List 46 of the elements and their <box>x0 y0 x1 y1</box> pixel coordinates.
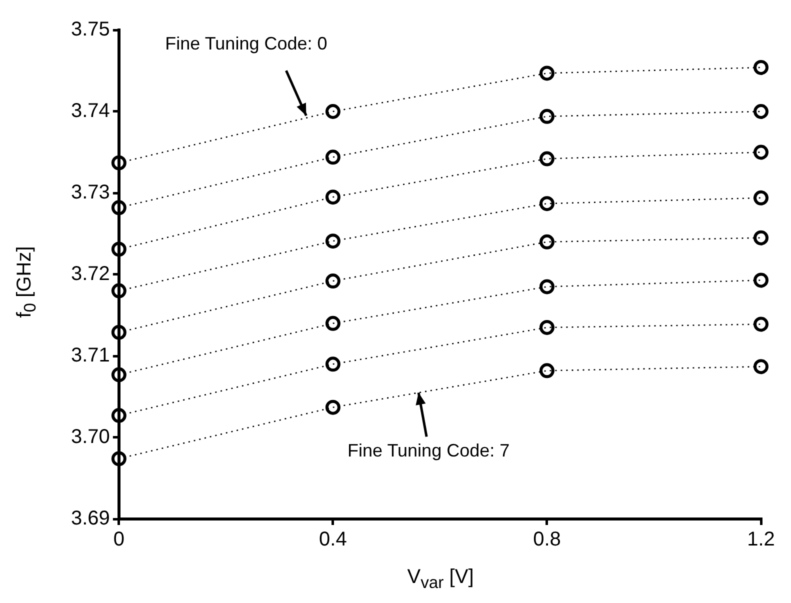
point <box>539 279 554 294</box>
point <box>539 66 554 81</box>
x-tick-label: 0.8 <box>533 528 561 551</box>
point <box>754 60 768 75</box>
point <box>754 144 768 160</box>
annotation: Fine Tuning Code: 0 <box>165 34 328 54</box>
point <box>111 155 126 170</box>
point <box>325 316 340 331</box>
point <box>539 151 554 166</box>
point <box>111 367 126 382</box>
x-axis-title: V$_{var}$ [V] <box>406 566 475 593</box>
y-tick-label: 3.69 <box>70 508 110 530</box>
point <box>325 356 340 372</box>
point <box>111 324 126 340</box>
point <box>111 451 126 466</box>
point <box>754 316 768 332</box>
y-tick-label: 3.72 <box>70 263 110 286</box>
x-tick-label: 0 <box>113 528 124 551</box>
y-tick-label: 3.75 <box>70 18 110 41</box>
point <box>325 274 340 289</box>
x-tick-label: 0.4 <box>319 528 347 551</box>
point <box>111 200 126 216</box>
point <box>754 190 768 206</box>
y-tick-label: 3.70 <box>70 426 110 448</box>
point <box>111 242 126 257</box>
y-tick-label: 3.71 <box>70 344 110 367</box>
point <box>325 190 340 205</box>
annotation: Fine Tuning Code: 7 <box>348 440 510 461</box>
point <box>111 283 126 298</box>
point <box>539 108 554 124</box>
point <box>539 363 554 378</box>
point <box>539 196 554 212</box>
point <box>754 230 768 246</box>
y-tick-label: 3.73 <box>70 182 110 204</box>
point <box>539 234 554 250</box>
point <box>325 400 340 415</box>
point <box>325 150 340 165</box>
point <box>754 359 768 374</box>
point <box>539 320 554 335</box>
point <box>754 104 768 119</box>
x-tick-label: 1.2 <box>747 528 775 551</box>
point <box>754 272 768 288</box>
point <box>325 234 340 249</box>
y-tick-label: 3.74 <box>70 100 110 122</box>
point <box>111 408 126 423</box>
point <box>325 104 340 119</box>
